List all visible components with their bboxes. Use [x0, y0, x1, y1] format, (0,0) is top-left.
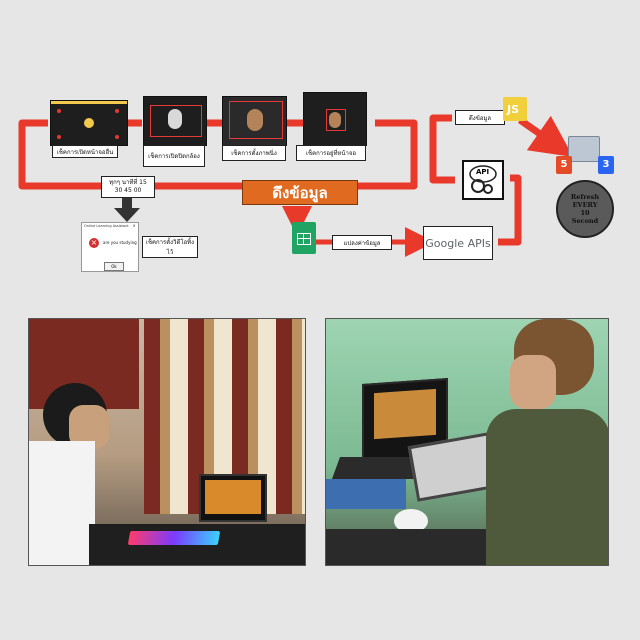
google-sheets-icon: [292, 222, 316, 254]
refresh-circle: Refresh EVERY 10 Second: [556, 180, 614, 238]
timer-label: ทุกๆ นาทีที่ 15 30 45 00: [101, 176, 155, 198]
pull-data-small-label: ดึงข้อมูล: [455, 110, 505, 125]
thumb-label-camera: เช็คการเปิดปิดกล้อง: [143, 145, 205, 167]
refresh-line-4: Second: [571, 217, 599, 225]
refresh-line-3: 10: [580, 209, 590, 217]
api-text: API: [476, 168, 490, 176]
screen-thumbnail-other-window: [50, 100, 128, 146]
popup-ok-button[interactable]: Ok: [104, 262, 124, 271]
html5-text: 5: [560, 159, 568, 170]
refresh-line-1: Refresh: [570, 193, 600, 201]
javascript-icon: JS: [503, 97, 527, 121]
alert-popup: Online Learning Assistant x × are you st…: [81, 222, 139, 272]
convert-data-label: แปลงค่าข้อมูล: [332, 235, 392, 250]
student-body-right: [486, 409, 608, 565]
student-body: [29, 441, 95, 565]
js-text: JS: [507, 103, 520, 116]
popup-title: Online Learning Assistant: [84, 224, 129, 228]
screen-thumbnail-camera: [143, 96, 207, 146]
pull-data-badge: ดึงข้อมูล: [242, 180, 358, 205]
web-page-icon: [568, 136, 600, 162]
google-apis-box: Google APIs: [423, 226, 493, 260]
error-icon: ×: [89, 238, 99, 248]
books: [326, 479, 406, 509]
laptop: [199, 474, 267, 522]
popup-message: are you studying: [103, 240, 137, 245]
popup-close-icon[interactable]: x: [133, 223, 136, 228]
thumb-label-presence: เช็คการอยู่ที่หน้าจอ: [296, 145, 366, 161]
photo-student-left: [28, 318, 306, 566]
popup-label: เช็คการตั้งวิดีโอทิ้งไว้: [142, 236, 198, 258]
google-apis-text: Google APIs: [425, 236, 491, 250]
css3-text: 3: [602, 159, 610, 170]
thumb-label-still-image: เช็คการตั้งภาพนิ่ง: [222, 145, 286, 161]
keyboard: [127, 531, 221, 545]
photo-student-right: [325, 318, 609, 566]
css3-icon: 3: [598, 156, 614, 174]
screen-thumbnail-presence: [303, 92, 367, 146]
api-icon: API: [462, 160, 504, 200]
screen-thumbnail-still-image: [222, 96, 287, 146]
refresh-line-2: EVERY: [572, 201, 598, 209]
thumb-label-other-window: เช็คการเปิดหน้าจออื่น: [52, 145, 118, 158]
html5-icon: 5: [556, 156, 572, 174]
